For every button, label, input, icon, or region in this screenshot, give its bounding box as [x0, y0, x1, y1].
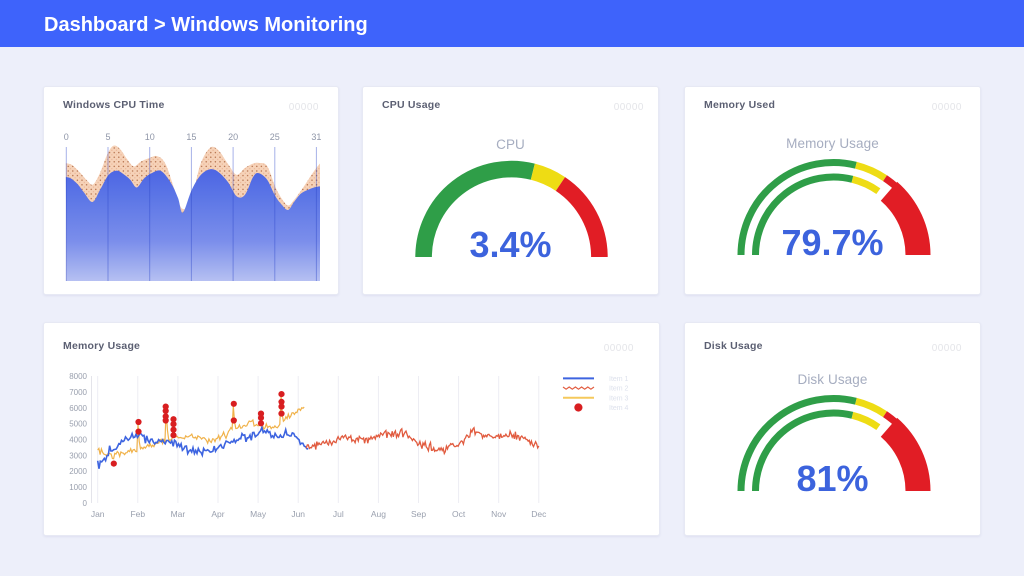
- svg-text:3000: 3000: [69, 451, 87, 460]
- svg-text:6000: 6000: [69, 404, 87, 413]
- svg-text:4000: 4000: [69, 436, 87, 445]
- svg-text:Feb: Feb: [130, 509, 145, 519]
- svg-text:Item 1: Item 1: [609, 376, 629, 383]
- svg-text:7000: 7000: [69, 388, 87, 397]
- svg-text:May: May: [250, 509, 267, 519]
- svg-text:Jul: Jul: [333, 509, 344, 519]
- svg-text:25: 25: [270, 132, 280, 142]
- svg-text:31: 31: [311, 132, 321, 142]
- svg-text:Item 2: Item 2: [609, 386, 629, 393]
- svg-text:Aug: Aug: [371, 509, 386, 519]
- svg-text:Nov: Nov: [491, 509, 507, 519]
- svg-text:Item 4: Item 4: [609, 405, 629, 412]
- svg-text:5000: 5000: [69, 420, 87, 429]
- svg-text:0: 0: [83, 499, 88, 508]
- svg-text:Jun: Jun: [291, 509, 305, 519]
- svg-text:1000: 1000: [69, 483, 87, 492]
- svg-text:Jan: Jan: [91, 509, 105, 519]
- svg-text:15: 15: [186, 132, 196, 142]
- svg-text:Mar: Mar: [171, 509, 186, 519]
- svg-text:Item 3: Item 3: [609, 395, 629, 402]
- svg-text:Dec: Dec: [531, 509, 547, 519]
- svg-text:Apr: Apr: [211, 509, 224, 519]
- svg-text:0: 0: [64, 132, 69, 142]
- svg-text:5: 5: [105, 132, 110, 142]
- svg-text:2000: 2000: [69, 467, 87, 476]
- svg-text:10: 10: [145, 132, 155, 142]
- svg-text:Sep: Sep: [411, 509, 426, 519]
- svg-text:8000: 8000: [69, 372, 87, 381]
- svg-text:Oct: Oct: [452, 509, 466, 519]
- svg-text:20: 20: [228, 132, 238, 142]
